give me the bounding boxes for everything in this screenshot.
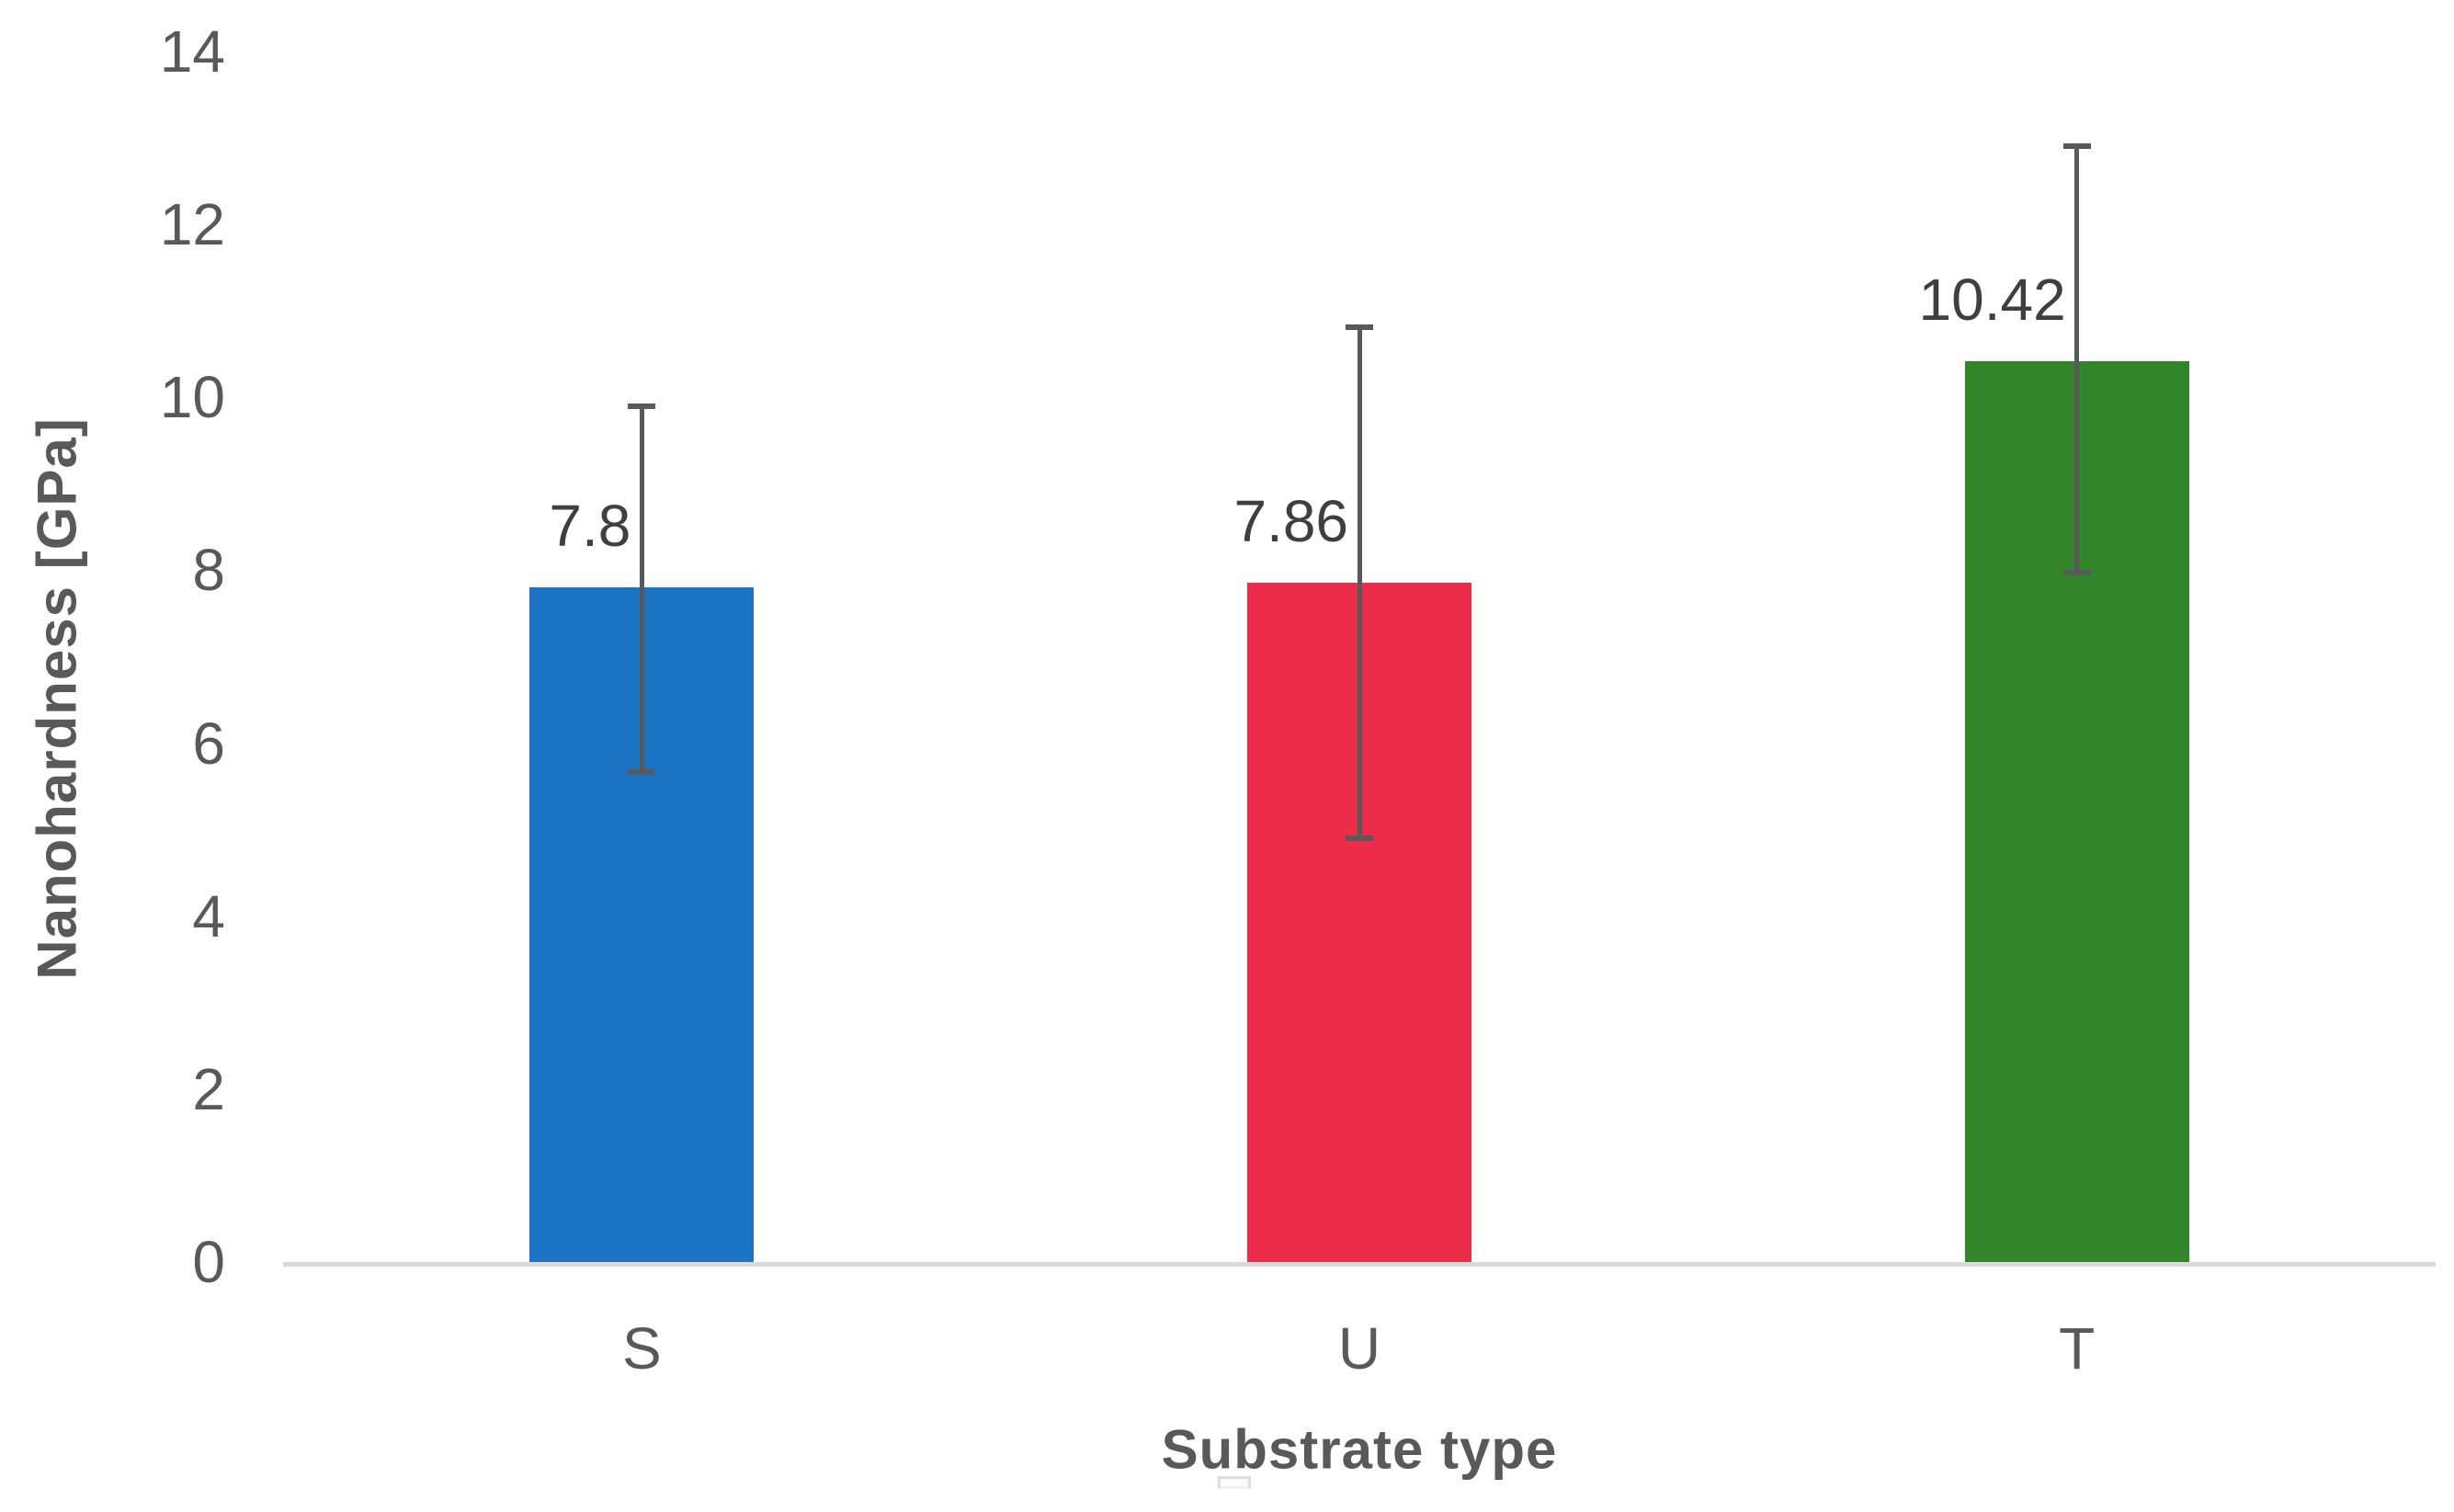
y-axis-tick-label: 8 — [192, 537, 225, 604]
y-axis-tick-label: 10 — [159, 364, 225, 431]
x-axis-category-label: T — [2059, 1315, 2096, 1381]
legend-placeholder — [1218, 1476, 1251, 1489]
x-axis-category-label: U — [1337, 1315, 1381, 1381]
error-bar-cap-top — [2062, 143, 2091, 150]
x-axis-line — [283, 1262, 2436, 1267]
y-axis-tick-label: 4 — [192, 882, 225, 949]
error-bar-cap-bottom — [2062, 570, 2091, 576]
data-label: 7.8 — [549, 493, 631, 560]
error-bar-line — [2074, 146, 2080, 574]
error-bar-cap-bottom — [628, 768, 656, 775]
error-bar-line — [1357, 327, 1362, 839]
y-axis-tick-label: 2 — [192, 1055, 225, 1122]
x-axis-category-label: S — [621, 1315, 662, 1381]
y-axis-title: Nanohardness [GPa] — [26, 417, 88, 980]
y-axis-tick-label: 0 — [192, 1229, 225, 1295]
error-bar-line — [639, 405, 644, 772]
data-label: 10.42 — [1918, 266, 2066, 333]
y-axis-tick-label: 12 — [159, 191, 225, 258]
y-axis-tick-label: 6 — [192, 710, 225, 777]
error-bar-cap-top — [628, 403, 656, 409]
data-label: 7.86 — [1233, 487, 1348, 554]
error-bar-cap-bottom — [1346, 836, 1373, 842]
error-bar-cap-top — [1346, 324, 1373, 331]
y-axis-tick-label: 14 — [159, 18, 225, 85]
x-axis-title: Substrate type — [1161, 1418, 1558, 1481]
